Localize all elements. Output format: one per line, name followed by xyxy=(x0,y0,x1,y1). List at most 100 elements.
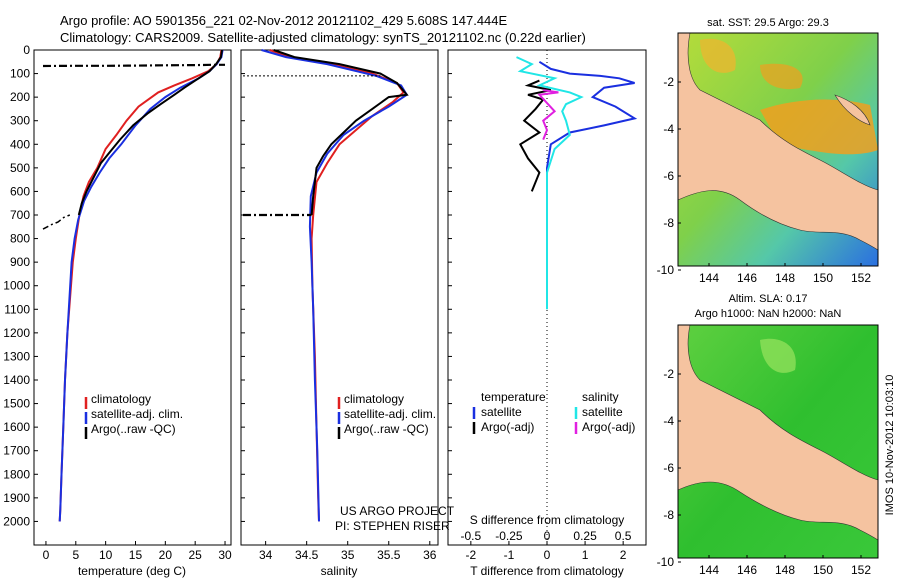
salinity-legend: climatology satellite-adj. clim. Argo(..… xyxy=(335,392,455,533)
x-tick-label: 20 xyxy=(159,548,173,562)
map-x-tick-label: 144 xyxy=(699,271,719,285)
x2-tick-label: -0.25 xyxy=(495,529,523,543)
x2-tick-label: 0.25 xyxy=(573,529,597,543)
sla-high-patch xyxy=(760,338,796,373)
map-x-tick-label: 148 xyxy=(775,563,795,577)
legend-label-argo: Argo(..raw -QC) xyxy=(344,422,429,436)
x-tick-label: 2 xyxy=(620,548,627,562)
sst-warm-patch xyxy=(760,99,878,155)
map-ticks: 144 146 148 150 152 -2 -4 -6 -8 -10 144 146 148 150 15… xyxy=(657,75,872,577)
y-tick-label: 700 xyxy=(10,208,30,222)
argo-flagged-shallow xyxy=(42,63,225,68)
map-x-tick-label: 146 xyxy=(737,563,757,577)
series-climatology xyxy=(269,49,405,522)
legend-label-satellite: satellite-adj. clim. xyxy=(91,407,183,421)
series-argo xyxy=(77,49,223,216)
x-tick-label: 0 xyxy=(43,548,50,562)
sst-map-title: sat. SST: 29.5 Argo: 29.3 xyxy=(707,17,829,29)
map-y-tick-label: -8 xyxy=(663,508,674,522)
legend-label-climatology: climatology xyxy=(344,392,404,406)
x-tick-label: 10 xyxy=(99,548,113,562)
map-y-tick-label: -10 xyxy=(657,263,675,277)
t-difference-axis-label: T difference from climatology xyxy=(470,564,624,578)
map-y-tick-label: -2 xyxy=(663,367,674,381)
map-x-tick-label: 150 xyxy=(813,563,833,577)
x-tick-label: 35.5 xyxy=(377,548,401,562)
series-t-satellite xyxy=(538,60,638,192)
y-tick-label: 0 xyxy=(23,43,30,57)
x-tick-label: 5 xyxy=(72,548,79,562)
map-x-tick-label: 144 xyxy=(699,563,719,577)
side-timestamp: IMOS 10-Nov-2012 10:03:10 xyxy=(884,375,896,516)
x-tick-label: 34.5 xyxy=(295,548,319,562)
x-tick-label: -1 xyxy=(504,548,515,562)
map-y-tick-label: -8 xyxy=(663,216,674,230)
y-tick-label: 800 xyxy=(10,232,30,246)
x-tick-label: 34 xyxy=(259,548,273,562)
x-tick-label: -2 xyxy=(466,548,477,562)
x-tick-label: 0 xyxy=(544,548,551,562)
project-annotation: US ARGO PROJECT xyxy=(340,504,455,518)
map-y-tick-label: -10 xyxy=(657,555,675,569)
y-tick-label: 1100 xyxy=(4,302,30,316)
x2-tick-label: 0 xyxy=(544,529,551,543)
map-x-tick-label: 152 xyxy=(851,271,871,285)
legend-label-s-satellite: satellite xyxy=(582,405,623,419)
legend-label-t-satellite: satellite xyxy=(481,405,522,419)
legend-header-salinity: salinity xyxy=(582,390,619,404)
series-s-argo xyxy=(537,89,559,140)
map-x-tick-label: 148 xyxy=(775,271,795,285)
y-tick-label: 1700 xyxy=(3,444,30,458)
y-tick-label: 1300 xyxy=(3,349,30,363)
sst-warm-patch xyxy=(700,38,736,73)
legend-label-s-argo: Argo(-adj) xyxy=(582,420,635,434)
map-y-tick-label: -6 xyxy=(663,169,674,183)
salinity-axis-label: salinity xyxy=(321,564,358,578)
title-line-2: Climatology: CARS2009. Satellite-adjuste… xyxy=(60,30,586,45)
map-y-tick-label: -6 xyxy=(663,461,674,475)
y-tick-label: 2000 xyxy=(3,514,30,528)
legend-label-climatology: climatology xyxy=(91,392,151,406)
legend-label-satellite: satellite-adj. clim. xyxy=(344,407,436,421)
y-tick-label: 1900 xyxy=(3,491,30,505)
sla-map xyxy=(677,324,879,559)
map-y-tick-label: -4 xyxy=(663,414,674,428)
temperature-legend: climatology satellite-adj. clim. Argo(..… xyxy=(84,392,183,439)
y-tick-label: 500 xyxy=(10,161,30,175)
series-argo xyxy=(273,49,409,216)
argo-flagged-deep xyxy=(42,214,71,230)
series-satellite xyxy=(261,49,409,522)
sst-warm-patch xyxy=(760,63,803,90)
y-tick-label: 900 xyxy=(10,255,30,269)
difference-legend: temperature salinity satellite Argo(-adj… xyxy=(472,390,635,434)
axis-ticks: 0100200300400500600700800900100011001200… xyxy=(3,43,632,562)
y-tick-label: 1500 xyxy=(3,397,30,411)
x-tick-label: 36 xyxy=(423,548,437,562)
sla-map-title-2: Argo h1000: NaN h2000: NaN xyxy=(695,308,842,320)
y-tick-label: 600 xyxy=(10,184,30,198)
pi-annotation: PI: STEPHEN RISER xyxy=(335,519,450,533)
title-line-1: Argo profile: AO 5901356_221 02-Nov-2012… xyxy=(60,13,508,28)
map-x-tick-label: 152 xyxy=(851,563,871,577)
salinity-panel-frame xyxy=(240,49,439,546)
y-tick-label: 200 xyxy=(10,90,30,104)
x-tick-label: 25 xyxy=(189,548,203,562)
y-tick-label: 1800 xyxy=(3,467,30,481)
sst-map-frame xyxy=(677,32,879,267)
series-satellite xyxy=(58,49,224,522)
sla-map-title-1: Altim. SLA: 0.17 xyxy=(729,293,808,305)
y-tick-label: 1400 xyxy=(3,373,30,387)
legend-header-temperature: temperature xyxy=(481,390,546,404)
legend-label-argo: Argo(..raw -QC) xyxy=(91,422,176,436)
x2-tick-label: 0.5 xyxy=(615,529,632,543)
series-t-argo xyxy=(518,79,552,192)
sst-land-island xyxy=(834,94,871,126)
x-tick-label: 15 xyxy=(129,548,143,562)
y-tick-label: 400 xyxy=(10,137,30,151)
sla-map-frame xyxy=(677,324,879,559)
x-tick-label: 35 xyxy=(341,548,355,562)
map-y-tick-label: -2 xyxy=(663,75,674,89)
map-y-tick-label: -4 xyxy=(663,122,674,136)
